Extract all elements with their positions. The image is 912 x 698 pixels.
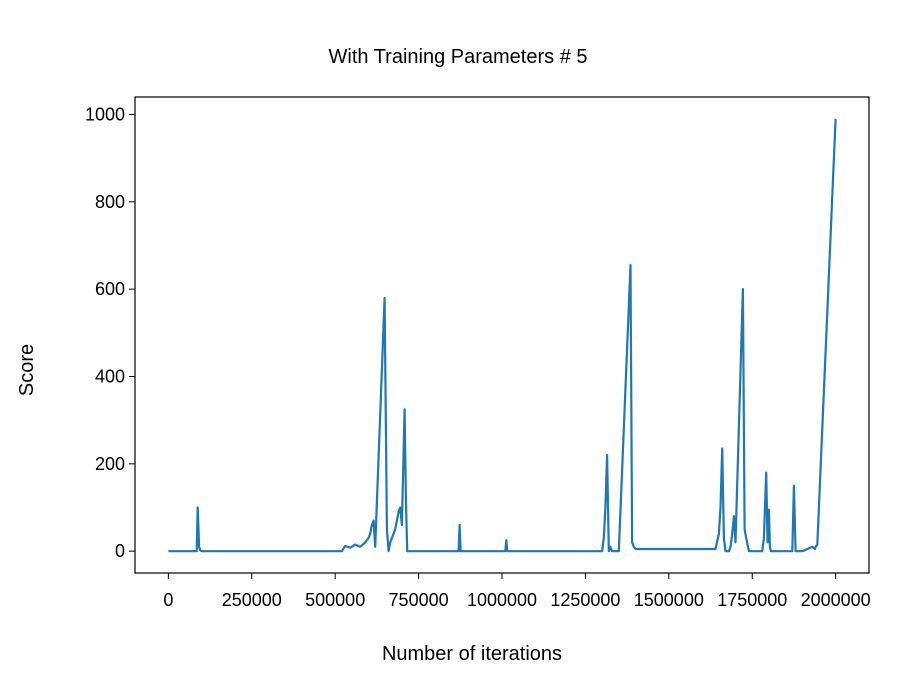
x-tick-label: 750000	[389, 590, 449, 610]
y-axis: 0 200 400 600 800 1000	[85, 104, 135, 561]
x-tick-label: 250000	[222, 590, 282, 610]
plot-frame	[134, 96, 870, 574]
x-tick-label: 1000000	[467, 590, 537, 610]
y-tick-label: 0	[115, 541, 125, 561]
x-tick-label: 1250000	[550, 590, 620, 610]
x-tick-label: 2000000	[801, 590, 871, 610]
x-tick-label: 0	[163, 590, 173, 610]
y-axis-label: Score	[16, 344, 38, 396]
y-tick-label: 400	[95, 366, 125, 386]
series-line	[168, 118, 837, 553]
x-tick-label: 1500000	[634, 590, 704, 610]
series-layer	[168, 118, 837, 553]
y-tick-label: 600	[95, 279, 125, 299]
x-tick-label: 500000	[305, 590, 365, 610]
y-tick-label: 1000	[85, 104, 125, 124]
chart-title: With Training Parameters # 5	[329, 46, 588, 68]
y-tick-label: 200	[95, 454, 125, 474]
x-axis-label: Number of iterations	[382, 643, 562, 665]
x-tick-label: 1750000	[717, 590, 787, 610]
x-axis: 0 250000 500000 750000 1000000 1250000 1500000…	[163, 573, 871, 610]
y-tick-label: 800	[95, 192, 125, 212]
